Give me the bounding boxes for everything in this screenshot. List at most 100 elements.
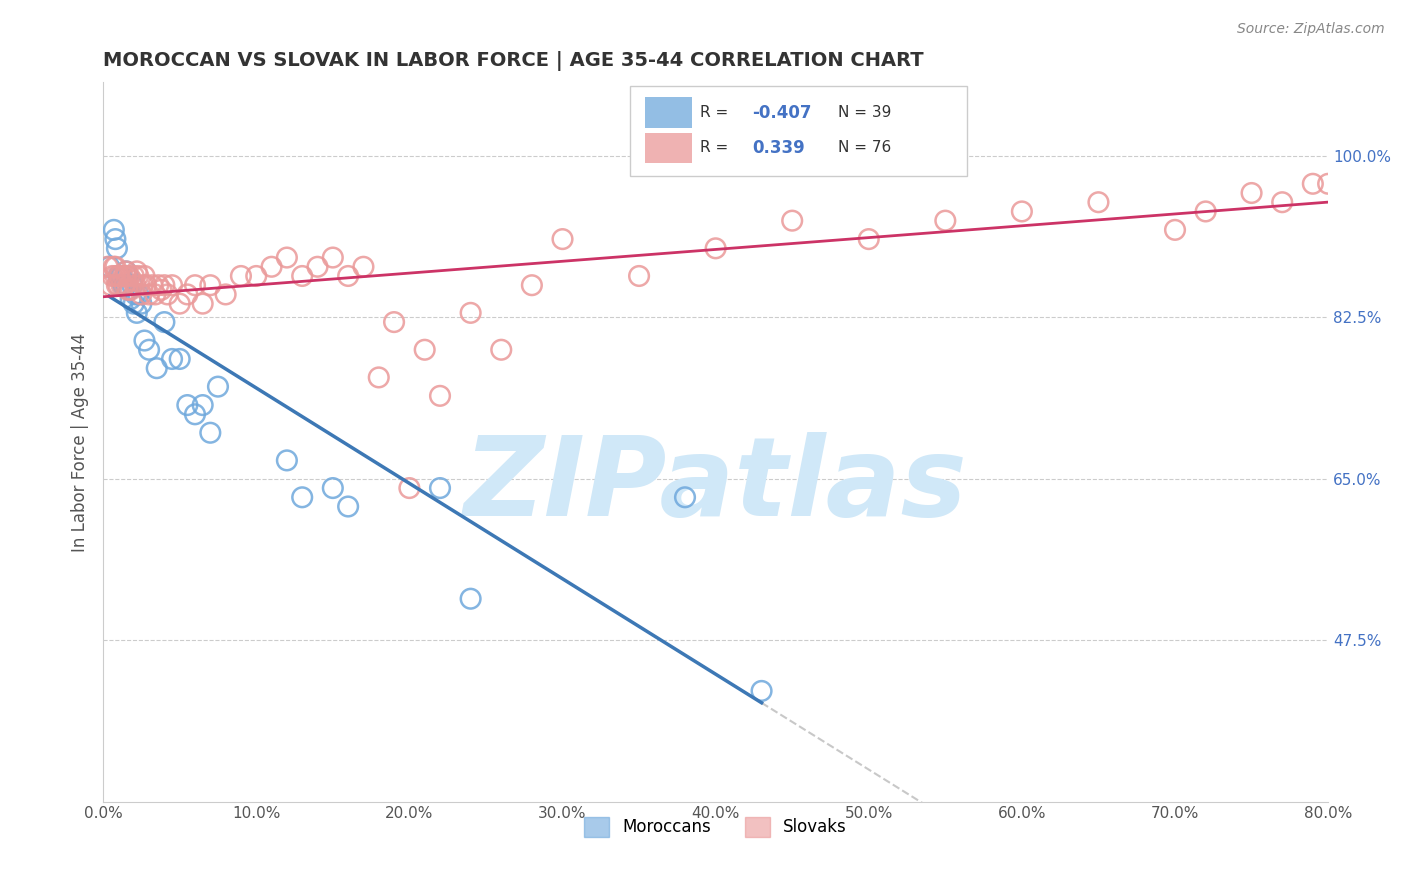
Point <box>115 264 138 278</box>
Point <box>291 490 314 504</box>
Point <box>429 389 451 403</box>
Point <box>245 268 267 283</box>
Point <box>108 268 131 283</box>
Text: ZIPatlas: ZIPatlas <box>464 432 967 539</box>
Point <box>107 268 129 283</box>
Point <box>176 287 198 301</box>
Point <box>322 251 344 265</box>
Point <box>145 361 167 376</box>
Point <box>307 260 329 274</box>
Point <box>214 287 236 301</box>
Legend: Moroccans, Slovaks: Moroccans, Slovaks <box>578 810 853 844</box>
Point <box>141 278 163 293</box>
Point <box>1378 168 1400 182</box>
Text: R =: R = <box>700 105 733 120</box>
Point <box>120 292 142 306</box>
Point <box>160 351 183 366</box>
Text: N = 76: N = 76 <box>838 140 891 155</box>
Text: R =: R = <box>700 140 738 155</box>
Point <box>1240 186 1263 200</box>
Point <box>153 278 176 293</box>
Point <box>704 241 727 255</box>
Point <box>97 260 120 274</box>
Point <box>127 268 149 283</box>
Point <box>105 278 128 293</box>
Point <box>132 278 155 293</box>
Point <box>491 343 513 357</box>
Point <box>1333 186 1355 200</box>
Point <box>1087 195 1109 210</box>
Point <box>124 278 146 293</box>
Point <box>751 684 773 698</box>
Point <box>104 232 127 246</box>
Point <box>134 334 156 348</box>
Point <box>114 278 136 293</box>
Point <box>156 287 179 301</box>
Point <box>1393 158 1406 172</box>
Text: MOROCCAN VS SLOVAK IN LABOR FORCE | AGE 35-44 CORRELATION CHART: MOROCCAN VS SLOVAK IN LABOR FORCE | AGE … <box>103 51 924 70</box>
Point <box>138 287 160 301</box>
FancyBboxPatch shape <box>630 86 967 176</box>
Point <box>160 278 183 293</box>
Point <box>110 268 132 283</box>
Point <box>117 268 139 283</box>
Text: Source: ZipAtlas.com: Source: ZipAtlas.com <box>1237 22 1385 37</box>
Point <box>628 268 651 283</box>
Point <box>200 278 222 293</box>
Point <box>1302 177 1324 191</box>
Point <box>150 283 173 297</box>
Point <box>551 232 574 246</box>
Point <box>1347 177 1369 191</box>
Point <box>131 296 153 310</box>
Point <box>176 398 198 412</box>
Point <box>117 283 139 297</box>
Point <box>120 283 142 297</box>
Point <box>138 343 160 357</box>
Point <box>184 407 207 421</box>
Point <box>135 278 157 293</box>
Point <box>103 260 125 274</box>
Point <box>114 278 136 293</box>
Text: -0.407: -0.407 <box>752 103 811 121</box>
Point <box>337 268 360 283</box>
Point <box>207 379 229 393</box>
Point <box>153 315 176 329</box>
Y-axis label: In Labor Force | Age 35-44: In Labor Force | Age 35-44 <box>72 333 89 551</box>
Point <box>673 490 696 504</box>
Point <box>107 268 129 283</box>
Point <box>104 260 127 274</box>
Point <box>169 296 191 310</box>
Point <box>413 343 436 357</box>
Point <box>200 425 222 440</box>
Point <box>121 274 143 288</box>
Point <box>118 268 141 283</box>
Point <box>104 268 127 283</box>
Point <box>115 268 138 283</box>
Point <box>127 287 149 301</box>
Point <box>229 268 252 283</box>
Point <box>191 296 214 310</box>
Point <box>169 351 191 366</box>
Point <box>115 264 138 278</box>
Point <box>520 278 543 293</box>
Point <box>108 268 131 283</box>
Point <box>276 251 298 265</box>
Point <box>148 278 170 293</box>
Point <box>105 241 128 255</box>
Point <box>121 278 143 293</box>
Point <box>118 283 141 297</box>
Text: 0.339: 0.339 <box>752 139 806 157</box>
Point <box>143 287 166 301</box>
Point <box>934 213 956 227</box>
Point <box>122 268 145 283</box>
Point <box>98 260 121 274</box>
Point <box>115 278 138 293</box>
Point <box>460 591 482 606</box>
Point <box>291 268 314 283</box>
Point <box>260 260 283 274</box>
Point <box>276 453 298 467</box>
Point <box>1164 223 1187 237</box>
Point <box>125 306 148 320</box>
Point <box>112 278 135 293</box>
Point <box>382 315 405 329</box>
